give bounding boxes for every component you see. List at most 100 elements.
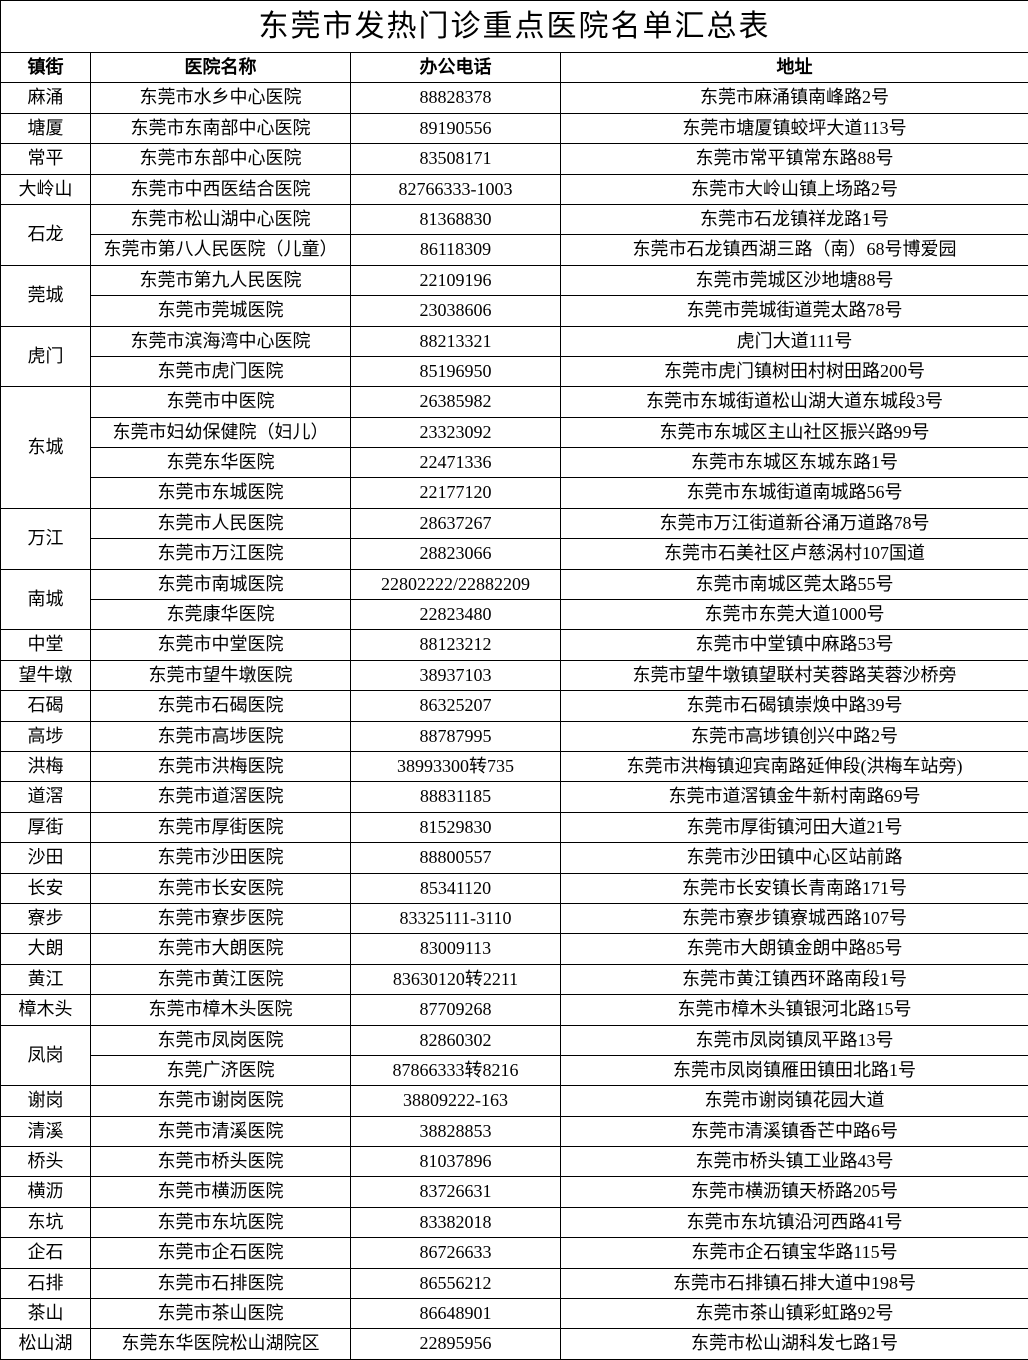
cell-phone: 28823066 (351, 539, 561, 569)
cell-phone: 83726631 (351, 1177, 561, 1207)
cell-phone: 26385982 (351, 387, 561, 417)
cell-phone: 88787995 (351, 721, 561, 751)
table-row: 谢岗东莞市谢岗医院38809222-163东莞市谢岗镇花园大道 (1, 1086, 1028, 1116)
table-row: 东坑东莞市东坑医院83382018东莞市东坑镇沿河西路41号 (1, 1207, 1028, 1237)
cell-town: 大朗 (1, 934, 91, 964)
cell-addr: 东莞市塘厦镇蛟坪大道113号 (561, 113, 1028, 143)
table-row: 大岭山东莞市中西医结合医院82766333-1003东莞市大岭山镇上场路2号 (1, 174, 1028, 204)
cell-name: 东莞市厚街医院 (91, 812, 351, 842)
table-row: 石碣东莞市石碣医院86325207东莞市石碣镇崇焕中路39号 (1, 691, 1028, 721)
cell-addr: 东莞市寮步镇寮城西路107号 (561, 903, 1028, 933)
cell-phone: 83630120转2211 (351, 964, 561, 994)
cell-phone: 22802222/22882209 (351, 569, 561, 599)
cell-name: 东莞市东南部中心医院 (91, 113, 351, 143)
cell-town: 石排 (1, 1268, 91, 1298)
cell-name: 东莞市虎门医院 (91, 356, 351, 386)
cell-name: 东莞康华医院 (91, 600, 351, 630)
cell-addr: 东莞市石龙镇西湖三路（南）68号博爱园 (561, 235, 1028, 265)
cell-addr: 东莞市松山湖科发七路1号 (561, 1329, 1028, 1359)
table-row: 松山湖东莞东华医院松山湖院区22895956东莞市松山湖科发七路1号 (1, 1329, 1028, 1359)
cell-town: 黄江 (1, 964, 91, 994)
cell-name: 东莞市中医院 (91, 387, 351, 417)
cell-town: 横沥 (1, 1177, 91, 1207)
table-row: 常平东莞市东部中心医院83508171东莞市常平镇常东路88号 (1, 144, 1028, 174)
cell-phone: 85196950 (351, 356, 561, 386)
cell-town: 中堂 (1, 630, 91, 660)
table-row: 沙田东莞市沙田医院88800557东莞市沙田镇中心区站前路 (1, 843, 1028, 873)
cell-name: 东莞市洪梅医院 (91, 751, 351, 781)
cell-name: 东莞市中西医结合医院 (91, 174, 351, 204)
cell-town: 洪梅 (1, 751, 91, 781)
cell-phone: 22823480 (351, 600, 561, 630)
cell-addr: 东莞市黄江镇西环路南段1号 (561, 964, 1028, 994)
cell-addr: 东莞市中堂镇中麻路53号 (561, 630, 1028, 660)
table-row: 寮步东莞市寮步医院83325111-3110东莞市寮步镇寮城西路107号 (1, 903, 1028, 933)
cell-name: 东莞市长安医院 (91, 873, 351, 903)
cell-town: 厚街 (1, 812, 91, 842)
cell-town: 道滘 (1, 782, 91, 812)
cell-phone: 28637267 (351, 508, 561, 538)
table-row: 东莞广济医院87866333转8216东莞市凤岗镇雁田镇田北路1号 (1, 1055, 1028, 1085)
table-row: 南城东莞市南城医院22802222/22882209东莞市南城区莞太路55号 (1, 569, 1028, 599)
col-header-name: 医院名称 (91, 53, 351, 83)
cell-name: 东莞市滨海湾中心医院 (91, 326, 351, 356)
cell-town: 常平 (1, 144, 91, 174)
cell-name: 东莞市妇幼保健院（妇儿） (91, 417, 351, 447)
table-row: 石排东莞市石排医院86556212东莞市石排镇石排大道中198号 (1, 1268, 1028, 1298)
cell-town: 万江 (1, 508, 91, 569)
cell-addr: 东莞市东城区东城东路1号 (561, 448, 1028, 478)
cell-addr: 东莞市东城街道松山湖大道东城段3号 (561, 387, 1028, 417)
cell-phone: 81368830 (351, 204, 561, 234)
cell-addr: 东莞市东城街道南城路56号 (561, 478, 1028, 508)
cell-addr: 东莞市高埗镇创兴中路2号 (561, 721, 1028, 751)
cell-name: 东莞市凤岗医院 (91, 1025, 351, 1055)
cell-addr: 东莞市厚街镇河田大道21号 (561, 812, 1028, 842)
cell-name: 东莞市中堂医院 (91, 630, 351, 660)
table-row: 东莞市虎门医院85196950东莞市虎门镇树田村树田路200号 (1, 356, 1028, 386)
col-header-phone: 办公电话 (351, 53, 561, 83)
cell-addr: 东莞市大岭山镇上场路2号 (561, 174, 1028, 204)
cell-phone: 82766333-1003 (351, 174, 561, 204)
cell-phone: 83508171 (351, 144, 561, 174)
cell-name: 东莞市东城医院 (91, 478, 351, 508)
cell-phone: 89190556 (351, 113, 561, 143)
cell-addr: 虎门大道111号 (561, 326, 1028, 356)
cell-town: 麻涌 (1, 83, 91, 113)
cell-phone: 23323092 (351, 417, 561, 447)
cell-name: 东莞市高埗医院 (91, 721, 351, 751)
cell-phone: 83382018 (351, 1207, 561, 1237)
cell-name: 东莞市莞城医院 (91, 296, 351, 326)
cell-addr: 东莞市谢岗镇花园大道 (561, 1086, 1028, 1116)
col-header-addr: 地址 (561, 53, 1028, 83)
cell-name: 东莞市人民医院 (91, 508, 351, 538)
cell-addr: 东莞市清溪镇香芒中路6号 (561, 1116, 1028, 1146)
cell-addr: 东莞市石美社区卢慈涡村107国道 (561, 539, 1028, 569)
cell-name: 东莞市第九人民医院 (91, 265, 351, 295)
table-row: 洪梅东莞市洪梅医院38993300转735东莞市洪梅镇迎宾南路延伸段(洪梅车站旁… (1, 751, 1028, 781)
cell-phone: 83009113 (351, 934, 561, 964)
table-row: 东莞市东城医院22177120东莞市东城街道南城路56号 (1, 478, 1028, 508)
cell-name: 东莞市水乡中心医院 (91, 83, 351, 113)
table-row: 万江东莞市人民医院28637267东莞市万江街道新谷涌万道路78号 (1, 508, 1028, 538)
cell-name: 东莞市寮步医院 (91, 903, 351, 933)
cell-phone: 38993300转735 (351, 751, 561, 781)
cell-name: 东莞市道滘医院 (91, 782, 351, 812)
table-row: 清溪东莞市清溪医院38828853东莞市清溪镇香芒中路6号 (1, 1116, 1028, 1146)
table-row: 东城东莞市中医院26385982东莞市东城街道松山湖大道东城段3号 (1, 387, 1028, 417)
table-row: 高埗东莞市高埗医院88787995东莞市高埗镇创兴中路2号 (1, 721, 1028, 751)
cell-addr: 东莞市石排镇石排大道中198号 (561, 1268, 1028, 1298)
table-row: 麻涌东莞市水乡中心医院88828378东莞市麻涌镇南峰路2号 (1, 83, 1028, 113)
cell-addr: 东莞市洪梅镇迎宾南路延伸段(洪梅车站旁) (561, 751, 1028, 781)
cell-addr: 东莞市凤岗镇凤平路13号 (561, 1025, 1028, 1055)
cell-town: 望牛墩 (1, 660, 91, 690)
cell-town: 石龙 (1, 204, 91, 265)
hospital-table: 东莞市发热门诊重点医院名单汇总表镇街医院名称办公电话地址麻涌东莞市水乡中心医院8… (0, 0, 1028, 1360)
table-row: 大朗东莞市大朗医院83009113东莞市大朗镇金朗中路85号 (1, 934, 1028, 964)
cell-name: 东莞东华医院 (91, 448, 351, 478)
cell-addr: 东莞市东城区主山社区振兴路99号 (561, 417, 1028, 447)
cell-phone: 88213321 (351, 326, 561, 356)
cell-name: 东莞市茶山医院 (91, 1299, 351, 1329)
table-row: 望牛墩东莞市望牛墩医院38937103东莞市望牛墩镇望联村芙蓉路芙蓉沙桥旁 (1, 660, 1028, 690)
cell-name: 东莞市樟木头医院 (91, 995, 351, 1025)
cell-town: 长安 (1, 873, 91, 903)
